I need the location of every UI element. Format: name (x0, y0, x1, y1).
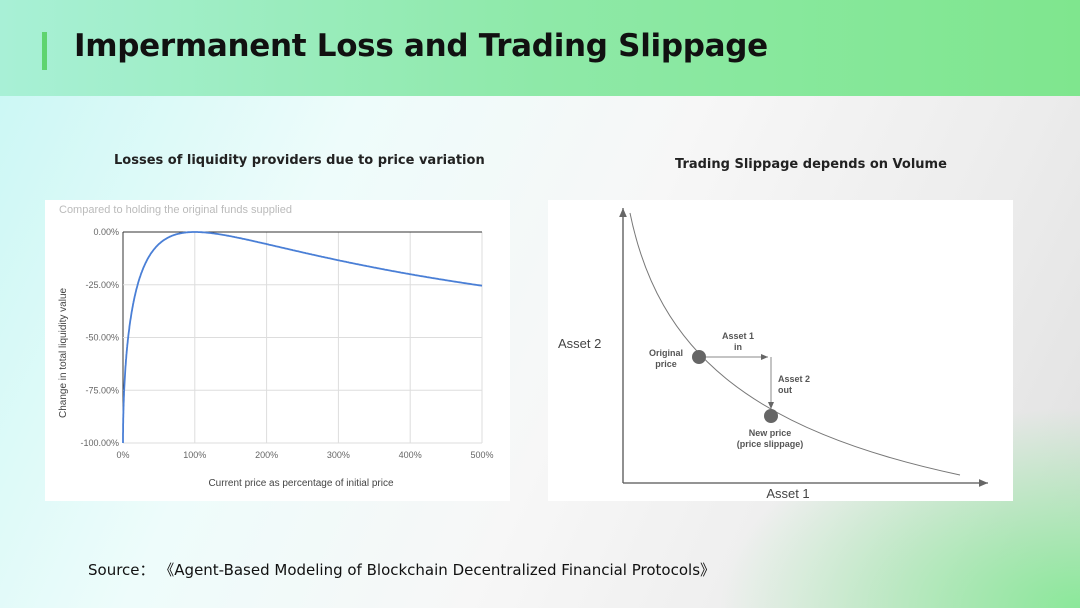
x-tick-label: 0% (116, 450, 129, 460)
page-title: Impermanent Loss and Trading Slippage (74, 28, 768, 64)
title-accent-bar (42, 32, 47, 70)
x-tick-label: 200% (255, 450, 278, 460)
asset1-in-label-2: in (734, 342, 742, 352)
x-axis-label: Current price as percentage of initial p… (208, 478, 394, 489)
original-price-point (692, 350, 706, 364)
slippage-diagram-panel: Original price Asset 1 in Asset 2 out Ne… (548, 200, 1013, 501)
asset1-in-label-1: Asset 1 (722, 331, 754, 341)
asset2-out-label-2: out (778, 385, 792, 395)
bonding-curve (629, 212, 961, 476)
x-tick-label: 400% (399, 450, 422, 460)
original-label-2: price (655, 359, 677, 369)
y-tick-label: -50.00% (85, 333, 119, 343)
new-price-point (764, 409, 778, 423)
slippage-diagram: Original price Asset 1 in Asset 2 out Ne… (558, 208, 988, 501)
y-tick-label: -75.00% (85, 385, 119, 395)
source-citation: Source： 《Agent-Based Modeling of Blockch… (88, 561, 716, 579)
new-label-1: New price (749, 428, 792, 438)
asset2-out-label-1: Asset 2 (778, 374, 810, 384)
left-chart-caption: Losses of liquidity providers due to pri… (114, 153, 485, 168)
x-tick-label: 500% (470, 450, 493, 460)
x-tick-label: 300% (327, 450, 350, 460)
x-tick-label: 100% (183, 450, 206, 460)
y-axis-label: Change in total liquidity value (58, 287, 69, 418)
impermanent-loss-line (122, 231, 483, 443)
new-label-2: (price slippage) (737, 439, 804, 449)
original-label-1: Original (649, 348, 683, 358)
y-tick-label: 0.00% (93, 227, 119, 237)
impermanent-loss-chart-panel: Compared to holding the original funds s… (45, 200, 510, 501)
impermanent-loss-chart: Compared to holding the original funds s… (58, 204, 494, 489)
x-axis-label: Asset 1 (766, 486, 809, 501)
y-tick-label: -25.00% (85, 280, 119, 290)
right-diagram-caption: Trading Slippage depends on Volume (675, 157, 947, 172)
y-tick-label: -100.00% (80, 438, 119, 448)
y-axis-label: Asset 2 (558, 336, 601, 351)
chart-subtitle: Compared to holding the original funds s… (59, 204, 292, 216)
header-band (0, 0, 1080, 96)
